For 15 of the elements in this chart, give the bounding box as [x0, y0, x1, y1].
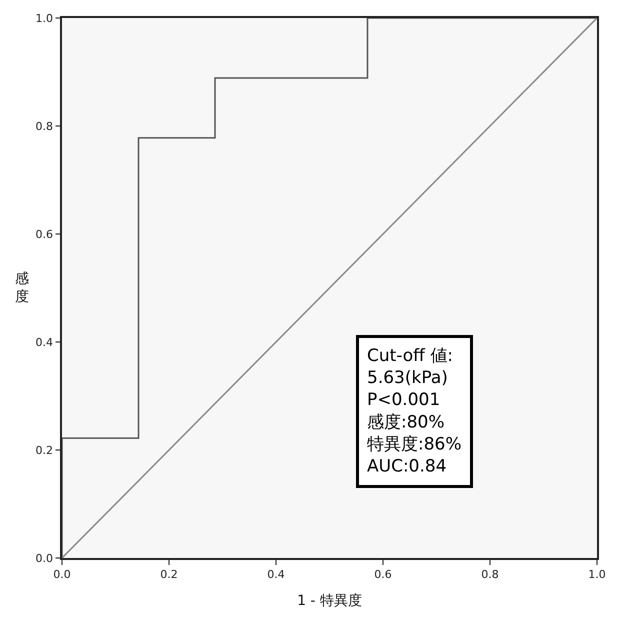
y-tick-label: 0.6 [36, 228, 54, 241]
y-tick-label: 0.8 [36, 120, 54, 133]
x-tick-label: 0.4 [267, 568, 285, 581]
x-tick-label: 0.8 [481, 568, 499, 581]
x-axis-title: 1 - 特異度 [297, 592, 362, 609]
y-tick-label: 0.2 [36, 444, 54, 457]
x-tick-label: 0.6 [374, 568, 392, 581]
y-tick-label: 0.4 [36, 336, 54, 349]
y-tick-label: 0.0 [36, 552, 54, 565]
x-tick-label: 1.0 [588, 568, 606, 581]
x-tick-label: 0.2 [160, 568, 178, 581]
y-axis-title: 感度 [15, 271, 29, 306]
annotation: Cut-off 値: 5.63(kPa) P<0.001 感度:80% 特異度:86% AUC:0.84 [367, 346, 462, 476]
y-tick-label: 1.0 [36, 12, 54, 25]
x-tick-label: 0.0 [53, 568, 71, 581]
